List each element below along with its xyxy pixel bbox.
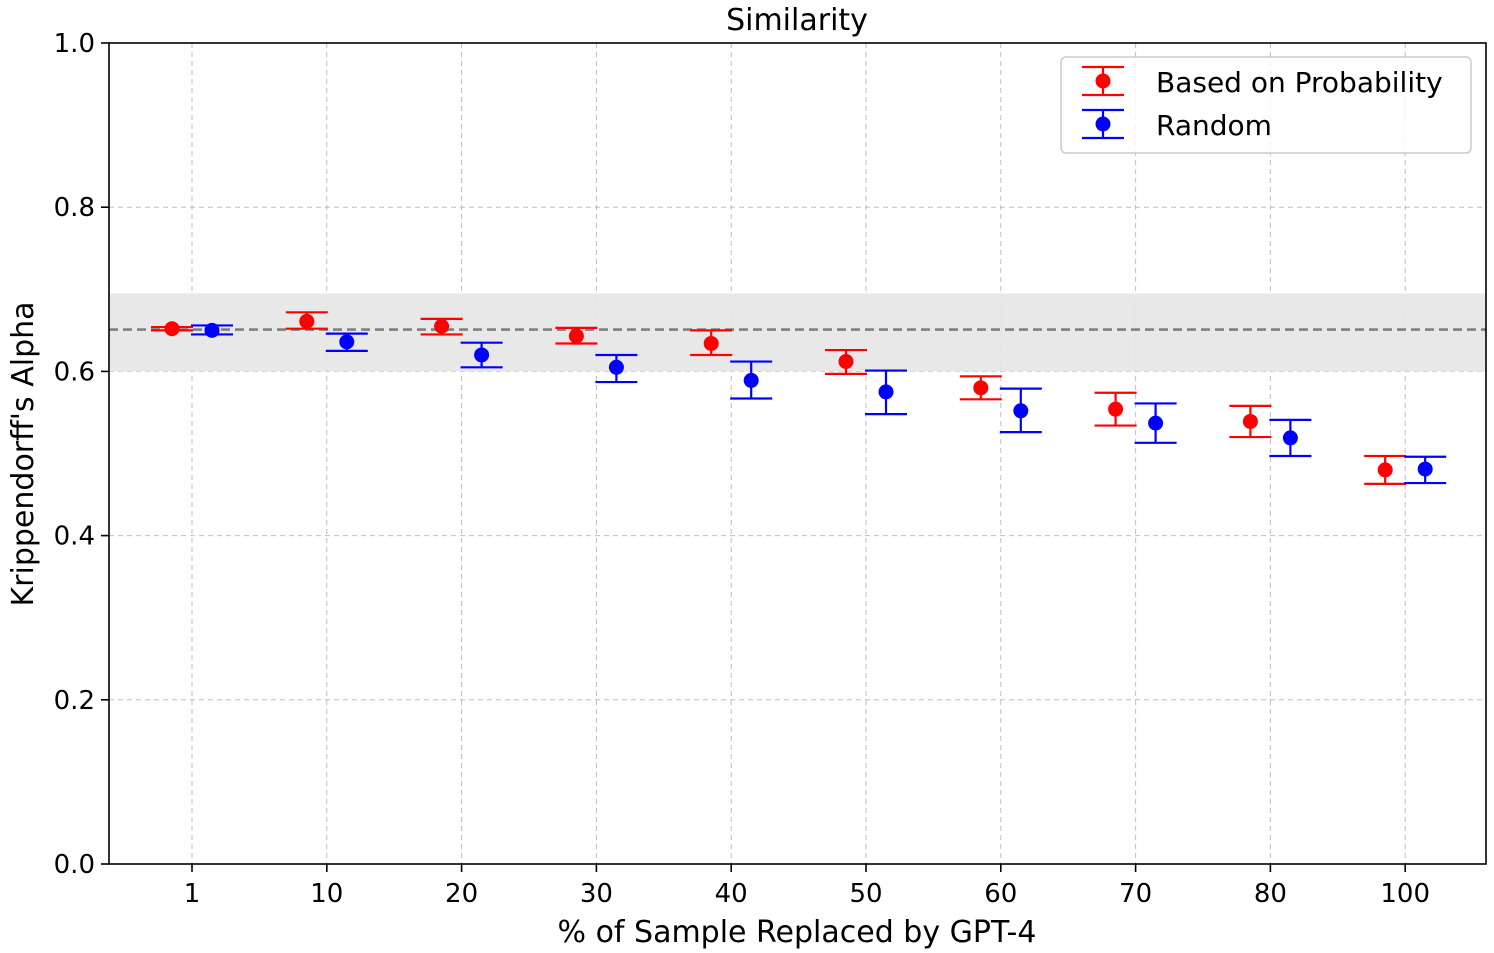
series-layer (151, 311, 1447, 485)
data-point (1282, 430, 1298, 446)
data-point (339, 334, 355, 350)
y-tick-label: 0.8 (54, 193, 95, 223)
x-tick-label: 10 (310, 879, 343, 909)
chart-title: Similarity (726, 3, 868, 38)
data-point (474, 347, 490, 363)
legend-entry-random (1082, 108, 1124, 140)
y-tick-label: 0.4 (54, 522, 95, 552)
legend: Based on Probability Random (1060, 56, 1472, 154)
data-point (1148, 415, 1164, 431)
y-tick-label: 0.6 (54, 357, 95, 387)
data-point (743, 372, 759, 388)
x-axis-label: % of Sample Replaced by GPT-4 (558, 915, 1037, 950)
x-tick-label: 1 (184, 879, 201, 909)
legend-label-based-on-probability: Based on Probability (1156, 66, 1443, 99)
baseline-band-rect (109, 293, 1486, 372)
y-axis-label: Krippendorff's Alpha (6, 301, 41, 606)
series-based-on-probability (151, 311, 1407, 485)
x-tick-label: 30 (580, 879, 613, 909)
grid (109, 43, 1486, 864)
data-point (973, 380, 989, 396)
plot-frame (108, 42, 1487, 865)
y-tick-label: 0.2 (54, 686, 95, 716)
data-point (838, 354, 854, 370)
y-tick-label: 1.0 (54, 29, 95, 59)
y-tick-label: 0.0 (54, 850, 95, 880)
data-point (703, 335, 719, 351)
legend-box (1060, 56, 1472, 154)
legend-marker (1095, 73, 1111, 89)
axis-ticks: 1 10 20 30 40 50 60 70 80 100 0.0 0.2 0.4 0.6 0.8 1.0 (54, 29, 1430, 909)
x-tick-label: 20 (445, 879, 478, 909)
data-point (299, 313, 315, 329)
baseline-band (109, 293, 1486, 372)
legend-entry-based-on-probability (1082, 65, 1124, 97)
data-point (608, 359, 624, 375)
x-tick-label: 80 (1254, 879, 1287, 909)
legend-marker (1095, 116, 1111, 132)
x-tick-label: 40 (715, 879, 748, 909)
x-tick-label: 100 (1380, 879, 1430, 909)
data-point (164, 321, 180, 337)
x-tick-label: 60 (984, 879, 1017, 909)
data-point (1242, 413, 1258, 429)
data-point (1417, 461, 1433, 477)
data-point (1108, 401, 1124, 417)
series-random (191, 322, 1447, 485)
data-point (434, 318, 450, 334)
legend-label-random: Random (1156, 109, 1272, 142)
data-point (568, 328, 584, 344)
data-point (878, 384, 894, 400)
data-point (1377, 462, 1393, 478)
data-point (204, 322, 220, 338)
data-point (1013, 403, 1029, 419)
x-tick-label: 50 (849, 879, 882, 909)
x-tick-label: 70 (1119, 879, 1152, 909)
